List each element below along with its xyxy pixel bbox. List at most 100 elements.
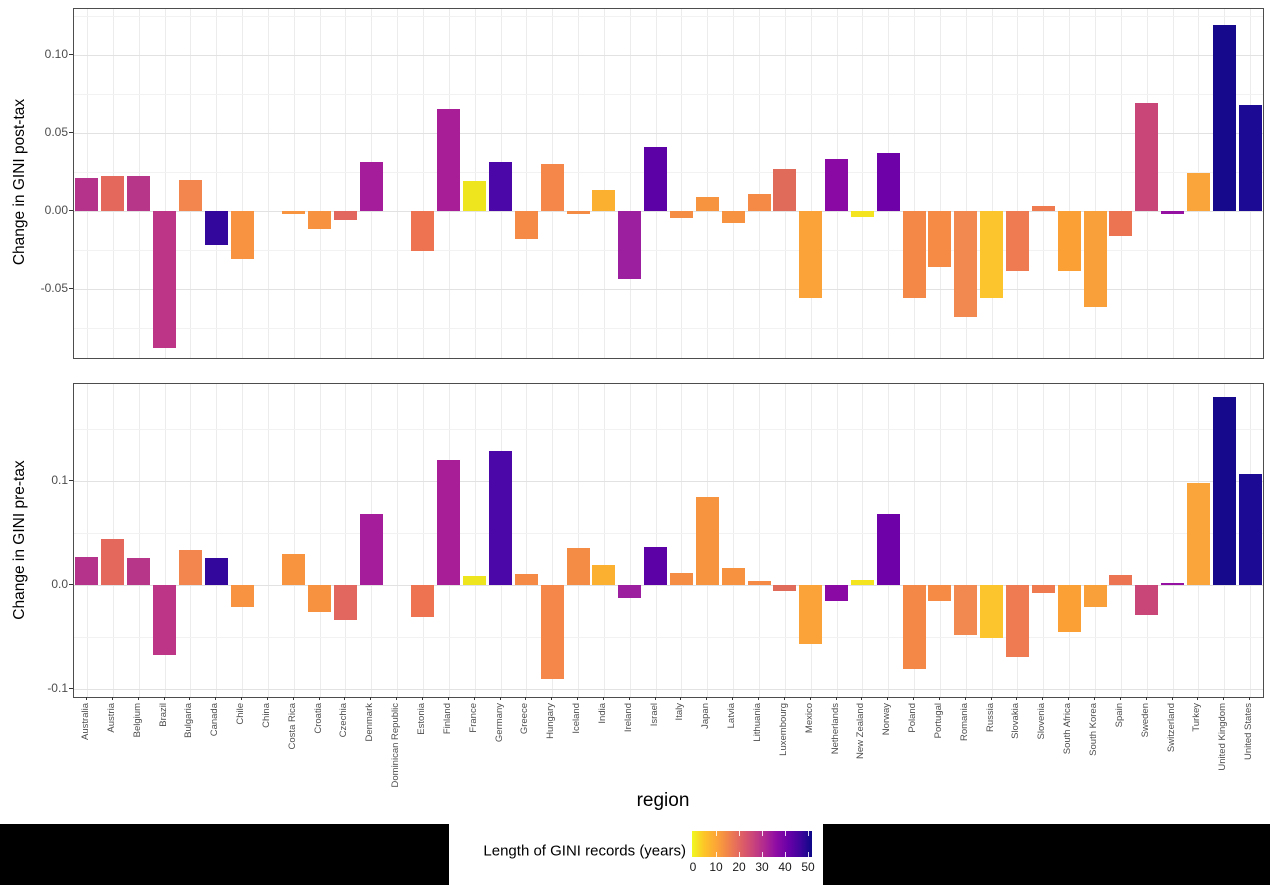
x-tick-mark	[1171, 697, 1173, 700]
bar-czechia	[333, 210, 357, 221]
legend-tick-label: 50	[801, 860, 815, 874]
x-tick-mark	[964, 697, 966, 700]
bar-united-kingdom	[1212, 25, 1236, 211]
bar-new-zealand	[850, 579, 874, 585]
x-gridline	[190, 384, 192, 697]
bar-portugal	[928, 210, 952, 267]
bar-romania	[954, 585, 978, 635]
x-tick-mark	[602, 697, 604, 700]
bar-lithuania	[747, 580, 771, 585]
x-gridline	[991, 9, 993, 358]
x-gridline	[216, 384, 218, 697]
x-gridline	[138, 384, 140, 697]
bar-united-states	[1238, 104, 1262, 211]
bar-bulgaria	[178, 179, 202, 211]
colorbar-tick	[762, 831, 763, 836]
x-tick-mark	[783, 697, 785, 700]
x-gridline	[242, 9, 243, 358]
x-gridline	[939, 9, 941, 358]
bar-slovakia	[1005, 585, 1029, 657]
x-tick-mark	[577, 697, 578, 700]
x-tick-mark	[1197, 697, 1199, 700]
bar-iceland	[566, 210, 590, 214]
y-gridline-minor	[74, 327, 1263, 329]
bar-latvia	[721, 210, 745, 224]
y-gridline-major	[74, 689, 1263, 690]
post-tax-panel	[73, 8, 1264, 359]
x-gridline	[267, 9, 269, 358]
x-gridline	[242, 384, 243, 697]
bar-brazil	[153, 585, 176, 655]
bar-switzerland	[1161, 210, 1184, 214]
bar-france	[463, 575, 487, 585]
x-tick-label: Italy	[674, 703, 686, 721]
colorbar-tick	[808, 852, 809, 857]
x-gridline	[810, 9, 812, 358]
bar-south-africa	[1057, 210, 1081, 272]
bar-turkey	[1186, 483, 1210, 585]
x-gridline	[397, 9, 399, 358]
y-gridline-major	[74, 585, 1263, 586]
x-gridline	[1017, 9, 1019, 358]
x-gridline	[345, 9, 347, 358]
bar-hungary	[540, 585, 564, 679]
x-gridline	[293, 384, 295, 697]
bar-croatia	[308, 210, 332, 230]
x-gridline	[578, 384, 579, 697]
x-gridline	[914, 9, 916, 358]
bar-poland	[902, 210, 926, 299]
bar-india	[592, 190, 616, 211]
bar-greece	[514, 210, 538, 239]
x-tick-mark	[447, 697, 449, 700]
x-tick-label: Chile	[235, 703, 246, 725]
colorbar-tick	[808, 831, 809, 836]
y-gridline-minor	[74, 171, 1263, 173]
bar-mexico	[799, 210, 823, 299]
y-tick-mark	[69, 287, 73, 289]
y-tick-mark	[69, 131, 73, 133]
bottom-strip-left	[0, 824, 449, 885]
y-tick-label: 0.1	[51, 473, 68, 487]
x-tick-mark	[680, 697, 682, 700]
x-gridline	[965, 384, 967, 697]
y-tick-label: 0.00	[44, 202, 68, 217]
x-tick-mark	[318, 697, 320, 700]
x-tick-mark	[706, 697, 708, 700]
bar-italy	[669, 572, 693, 585]
x-gridline	[578, 9, 579, 358]
x-gridline	[1095, 9, 1096, 358]
bar-south-korea	[1083, 585, 1107, 607]
bar-japan	[695, 196, 719, 211]
y-tick-label: 0.05	[44, 124, 68, 139]
bar-sweden	[1135, 585, 1159, 616]
legend-title: Length of GINI records (years)	[483, 842, 686, 860]
x-tick-mark	[938, 697, 940, 700]
bar-ireland	[618, 210, 642, 280]
x-gridline	[733, 9, 735, 358]
bar-italy	[669, 210, 693, 219]
bar-denmark	[359, 514, 383, 585]
x-gridline	[1043, 9, 1045, 358]
x-gridline	[293, 9, 295, 358]
y-gridline-major	[74, 288, 1263, 290]
bar-sweden	[1135, 103, 1159, 211]
y-tick-label: -0.05	[40, 280, 68, 295]
bar-switzerland	[1161, 582, 1184, 585]
x-tick-mark	[551, 697, 553, 700]
bar-new-zealand	[850, 210, 874, 217]
bar-belgium	[127, 558, 151, 585]
bar-netherlands	[825, 585, 848, 601]
legend-tick-label: 0	[689, 860, 697, 874]
bar-south-africa	[1057, 585, 1081, 632]
y-gridline-minor	[74, 429, 1263, 430]
legend-tick-label: 40	[778, 860, 792, 874]
x-tick-mark	[525, 697, 527, 700]
x-tick-label: Spain	[1113, 703, 1125, 728]
x-tick-mark	[835, 697, 837, 700]
bar-slovakia	[1005, 210, 1029, 272]
bar-spain	[1109, 210, 1133, 236]
bar-poland	[902, 585, 926, 670]
legend-tick-label: 30	[755, 860, 769, 874]
x-tick-mark	[809, 697, 811, 700]
